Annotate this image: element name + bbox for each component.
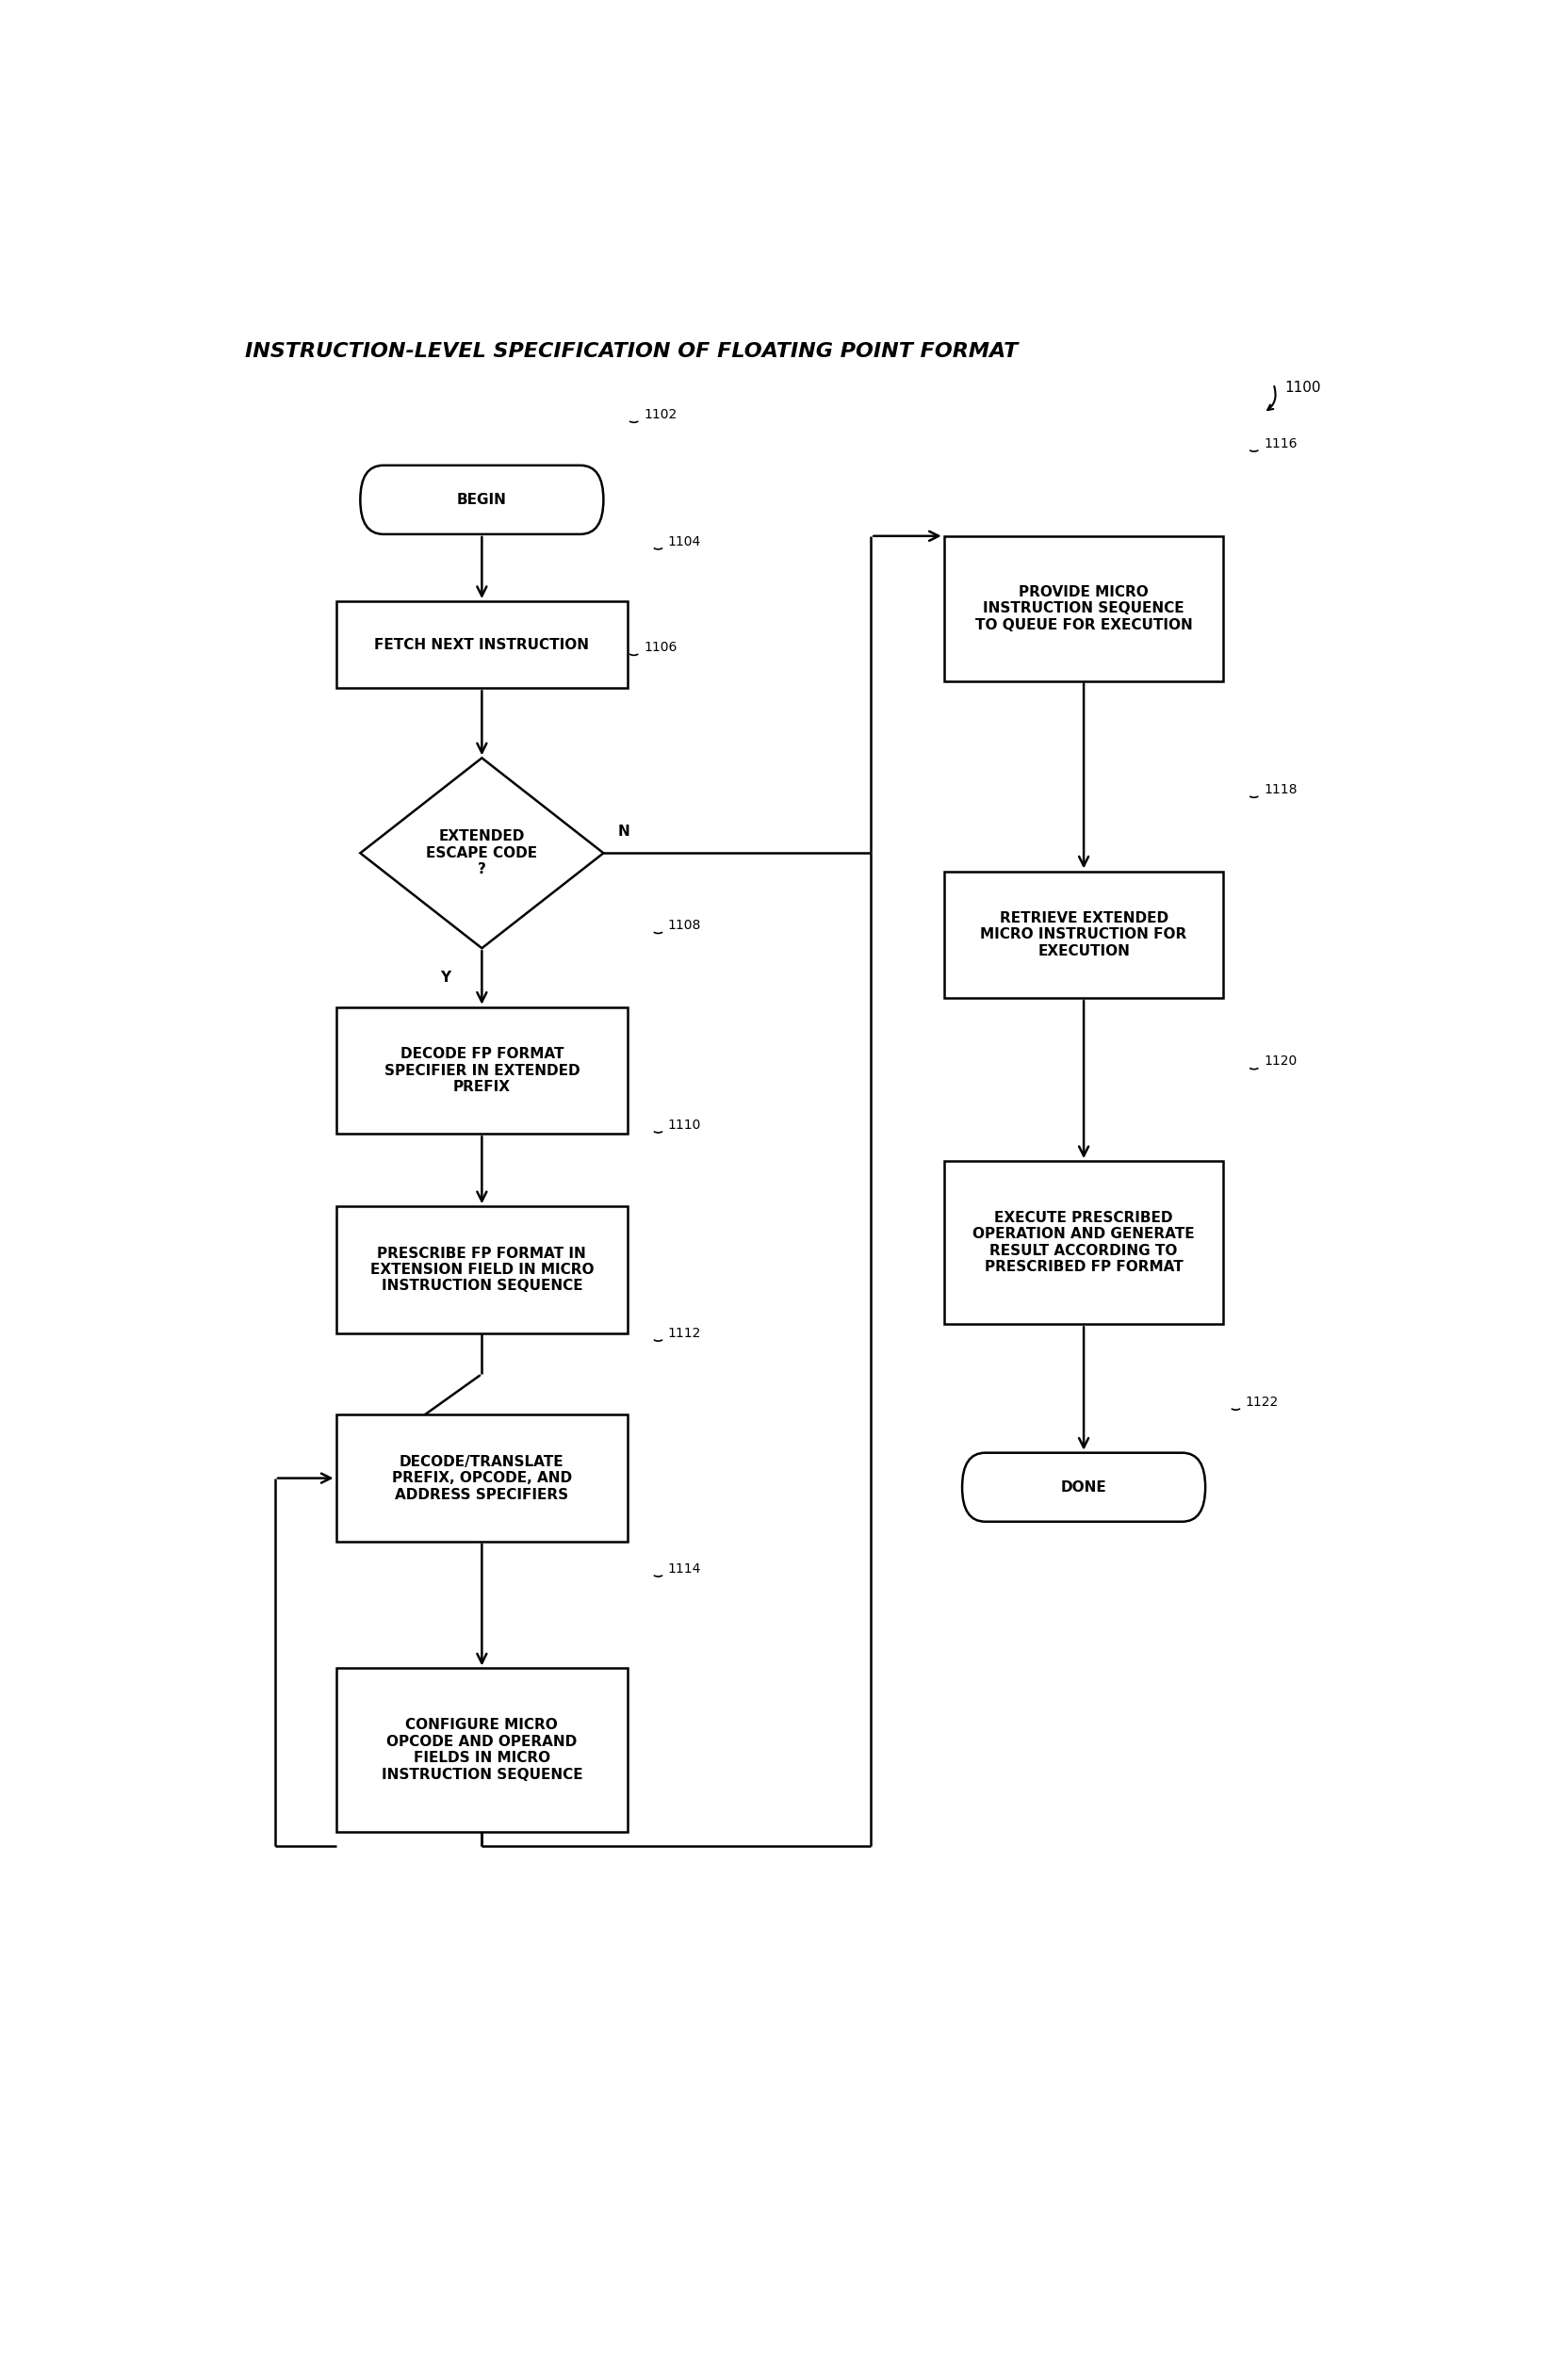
Text: 1110: 1110	[668, 1118, 701, 1132]
Bar	[336, 602, 627, 687]
Text: CONFIGURE MICRO
OPCODE AND OPERAND
FIELDS IN MICRO
INSTRUCTION SEQUENCE: CONFIGURE MICRO OPCODE AND OPERAND FIELD…	[381, 1718, 582, 1781]
Text: PROVIDE MICRO
INSTRUCTION SEQUENCE
TO QUEUE FOR EXECUTION: PROVIDE MICRO INSTRUCTION SEQUENCE TO QU…	[974, 586, 1192, 633]
FancyBboxPatch shape	[961, 1452, 1204, 1522]
Text: FETCH NEXT INSTRUCTION: FETCH NEXT INSTRUCTION	[375, 638, 590, 652]
Text: DECODE/TRANSLATE
PREFIX, OPCODE, AND
ADDRESS SPECIFIERS: DECODE/TRANSLATE PREFIX, OPCODE, AND ADD…	[392, 1454, 572, 1501]
Text: 1122: 1122	[1245, 1395, 1278, 1409]
Text: PRESCRIBE FP FORMAT IN
EXTENSION FIELD IN MICRO
INSTRUCTION SEQUENCE: PRESCRIBE FP FORMAT IN EXTENSION FIELD I…	[370, 1247, 593, 1294]
Text: 1120: 1120	[1262, 1054, 1297, 1068]
Text: 1106: 1106	[643, 640, 676, 654]
Text: Y: Y	[441, 969, 450, 984]
Text: 1108: 1108	[668, 920, 701, 932]
Bar	[336, 1207, 627, 1334]
Text: 1116: 1116	[1262, 438, 1297, 449]
Text: 1102: 1102	[643, 407, 676, 421]
Text: INSTRUCTION-LEVEL SPECIFICATION OF FLOATING POINT FORMAT: INSTRUCTION-LEVEL SPECIFICATION OF FLOAT…	[245, 341, 1018, 360]
Text: EXTENDED
ESCAPE CODE
?: EXTENDED ESCAPE CODE ?	[426, 831, 538, 878]
Text: DECODE FP FORMAT
SPECIFIER IN EXTENDED
PREFIX: DECODE FP FORMAT SPECIFIER IN EXTENDED P…	[384, 1047, 579, 1094]
Bar	[336, 1414, 627, 1541]
Text: 1114: 1114	[668, 1562, 701, 1577]
Bar	[944, 871, 1223, 998]
Text: 1100: 1100	[1284, 381, 1320, 395]
Text: BEGIN: BEGIN	[456, 492, 506, 506]
Bar	[336, 1007, 627, 1134]
FancyBboxPatch shape	[361, 466, 604, 534]
Text: DONE: DONE	[1060, 1480, 1105, 1494]
Text: N: N	[618, 824, 630, 838]
Bar	[336, 1668, 627, 1831]
Text: 1118: 1118	[1262, 784, 1297, 795]
Polygon shape	[361, 758, 604, 948]
Text: EXECUTE PRESCRIBED
OPERATION AND GENERATE
RESULT ACCORDING TO
PRESCRIBED FP FORM: EXECUTE PRESCRIBED OPERATION AND GENERAT…	[972, 1212, 1195, 1275]
Text: 1112: 1112	[668, 1327, 701, 1339]
Bar	[944, 536, 1223, 680]
Text: 1104: 1104	[668, 534, 701, 548]
Text: RETRIEVE EXTENDED
MICRO INSTRUCTION FOR
EXECUTION: RETRIEVE EXTENDED MICRO INSTRUCTION FOR …	[980, 911, 1187, 958]
Bar	[944, 1160, 1223, 1325]
